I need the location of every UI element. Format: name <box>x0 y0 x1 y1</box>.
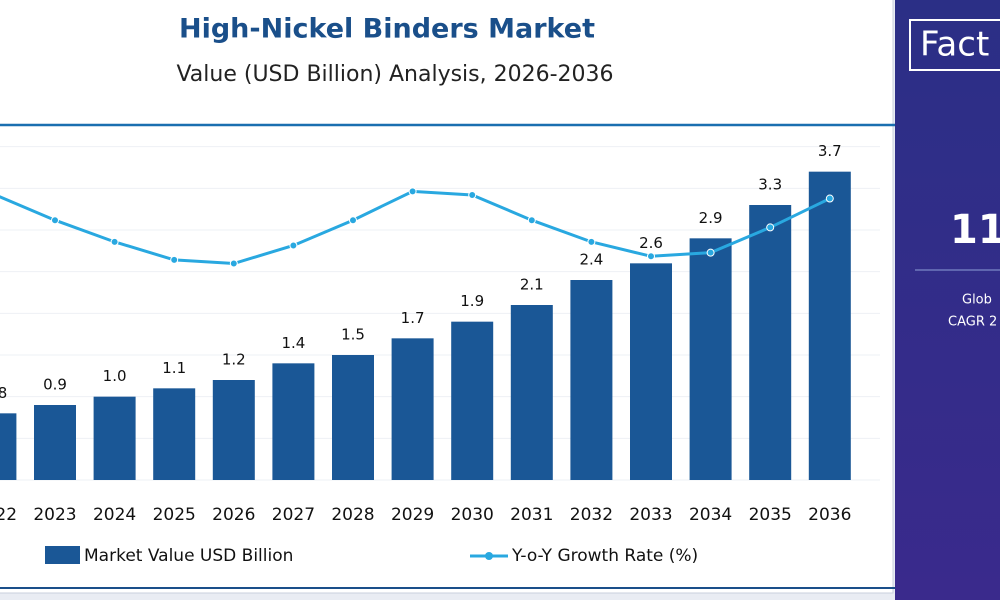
data-label: 1.5 <box>341 326 365 344</box>
data-label: 0.9 <box>43 376 67 394</box>
data-label: 1.9 <box>460 292 484 310</box>
line-point <box>647 252 655 261</box>
bar <box>451 321 494 480</box>
line-point <box>587 237 596 246</box>
line-point <box>110 237 119 246</box>
data-label: 2.4 <box>579 251 603 269</box>
data-label: 3.7 <box>818 142 842 160</box>
line-point <box>766 223 775 232</box>
line-point <box>170 255 179 264</box>
line-point <box>527 216 536 225</box>
x-tick-label: 2024 <box>93 505 136 525</box>
bar <box>391 338 434 480</box>
line-point <box>706 248 715 257</box>
chart-title: High-Nickel Binders Market <box>179 14 595 45</box>
data-label: 2.1 <box>520 276 544 294</box>
data-label: 2.9 <box>699 209 723 227</box>
bar <box>93 396 136 480</box>
bar <box>332 355 374 480</box>
x-tick-label: 2034 <box>689 505 732 525</box>
brand: Fact <box>920 25 989 65</box>
bar <box>808 171 851 480</box>
line-point <box>408 187 417 196</box>
legend-label: Market Value USD Billion <box>84 546 293 566</box>
bar <box>510 305 553 480</box>
legend-swatch <box>485 552 493 560</box>
x-tick-label: 2023 <box>33 505 76 525</box>
data-label: 1.1 <box>162 359 186 377</box>
x-tick-label: 2028 <box>331 505 374 525</box>
line-point <box>825 194 834 203</box>
line-point <box>229 259 238 268</box>
bar <box>272 363 315 480</box>
bar <box>0 413 17 480</box>
x-tick-label: 2029 <box>391 505 434 525</box>
legend-swatch <box>45 546 80 564</box>
line-point <box>468 190 477 199</box>
line-point <box>51 216 59 225</box>
x-tick-label: 2026 <box>212 505 255 525</box>
cagr-value: 11. <box>950 207 1000 253</box>
x-tick-label: 2027 <box>272 505 315 525</box>
caption: Glob <box>962 293 992 308</box>
line-point <box>349 216 357 225</box>
legend-label: Y-o-Y Growth Rate (%) <box>511 546 698 566</box>
bar <box>153 388 196 480</box>
brand-box <box>909 19 1000 71</box>
bar <box>689 238 732 480</box>
data-label: 1.7 <box>401 309 425 327</box>
x-tick-label: 2033 <box>629 505 672 525</box>
data-label: 2.6 <box>639 234 663 252</box>
data-label: 1.2 <box>222 351 246 369</box>
chart-panel <box>0 0 894 594</box>
x-tick-label: 2032 <box>570 505 613 525</box>
x-tick-label: 2025 <box>153 505 196 525</box>
data-label: 1.0 <box>103 367 127 385</box>
data-label: 1.4 <box>281 334 305 352</box>
x-tick-label: 2022 <box>0 505 17 525</box>
bar <box>749 205 792 480</box>
caption: CAGR 2 <box>948 315 997 330</box>
bar <box>570 280 613 480</box>
chart-subtitle: Value (USD Billion) Analysis, 2026-2036 <box>176 62 613 87</box>
data-label: 3.3 <box>758 176 782 194</box>
bar <box>630 263 672 480</box>
x-tick-label: 2035 <box>749 505 792 525</box>
bar <box>212 380 255 480</box>
sidebar <box>895 0 1000 600</box>
data-label: 0.8 <box>0 384 7 402</box>
bar <box>34 405 76 480</box>
x-tick-label: 2031 <box>510 505 553 525</box>
line-point <box>289 241 298 250</box>
x-tick-label: 2030 <box>451 505 494 525</box>
x-tick-label: 2036 <box>808 505 851 525</box>
